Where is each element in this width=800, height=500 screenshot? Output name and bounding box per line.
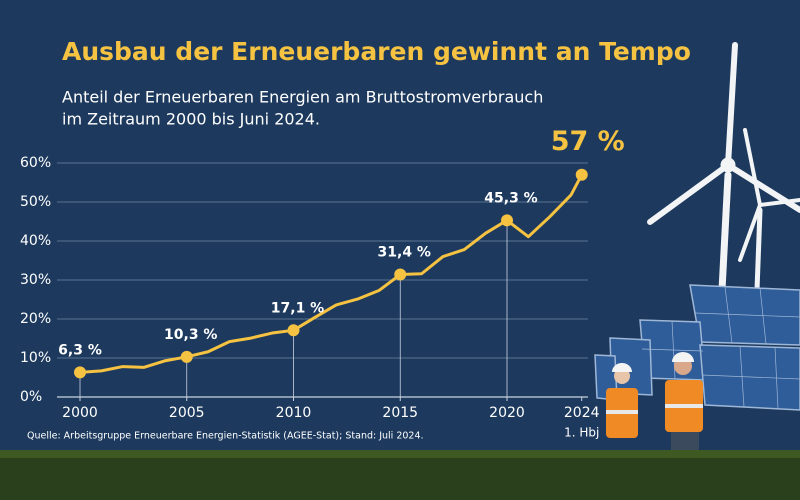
x-tick-label: 2024 [564,405,600,421]
y-tick-label: 60% [20,155,51,171]
y-tick-label: 0% [20,389,42,405]
grass-top [0,450,800,458]
chart-subtitle: im Zeitraum 2000 bis Juni 2024. [62,110,320,129]
data-label: 17,1 % [271,300,324,316]
x-tick-label: 2010 [276,405,312,421]
source-note: Quelle: Arbeitsgruppe Erneuerbare Energi… [27,431,424,442]
x-tick-label: 2005 [169,405,205,421]
y-tick-label: 50% [20,194,51,210]
chart-subtitle: Anteil der Erneuerbaren Energien am Brut… [62,88,543,107]
x-tick-label: 2015 [382,405,418,421]
y-tick-label: 30% [20,272,51,288]
y-tick-label: 40% [20,233,51,249]
data-point [287,324,300,337]
data-label: 31,4 % [378,245,431,261]
data-label: 6,3 % [58,342,102,358]
data-label: 10,3 % [164,327,217,343]
data-point [394,268,407,281]
data-point [74,366,86,379]
data-point [501,214,513,227]
data-label: 45,3 % [484,190,537,206]
x-tick-label: 2000 [62,405,98,421]
data-point [180,350,193,363]
y-tick-label: 20% [20,311,51,327]
data-label-highlight: 57 % [551,126,625,157]
plot: 0% 10% 20% 30% 40% 50% 60% 2000 2005 2010 2015 2020… [20,126,625,439]
chart-title: Ausbau der Erneuerbaren gewinnt an Tempo [62,37,691,66]
y-tick-label: 10% [20,350,51,366]
x-tick-label: 2020 [489,405,525,421]
photo-decoration [594,42,800,452]
x-tick-note: 1. Hbj [564,426,599,440]
grass [0,450,800,500]
data-point [575,168,588,181]
